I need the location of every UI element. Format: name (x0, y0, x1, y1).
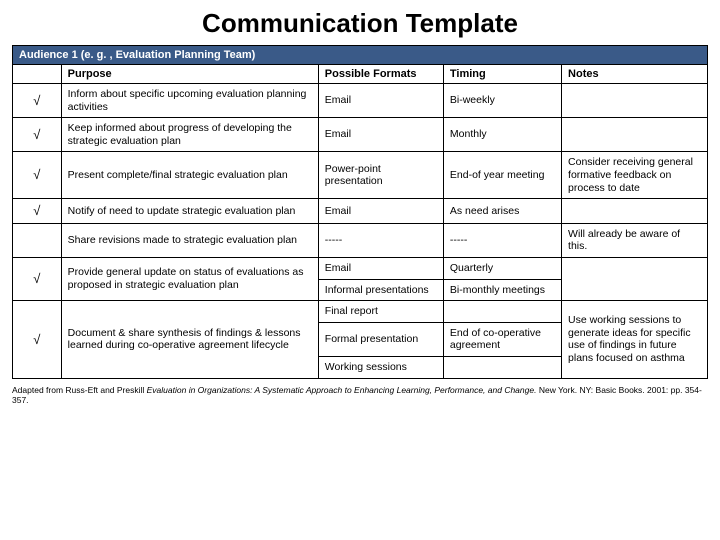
column-headers: Purpose Possible Formats Timing Notes (13, 65, 708, 84)
check-mark: √ (13, 199, 62, 224)
purpose-cell: Present complete/final strategic evaluat… (61, 152, 318, 199)
notes-cell: Consider receiving general formative fee… (562, 152, 708, 199)
table-row: √ Present complete/final strategic evalu… (13, 152, 708, 199)
audience-header: Audience 1 (e. g. , Evaluation Planning … (13, 46, 708, 65)
purpose-cell: Document & share synthesis of findings &… (61, 301, 318, 378)
formats-cell: Working sessions (318, 356, 443, 378)
col-purpose: Purpose (61, 65, 318, 84)
purpose-cell: Share revisions made to strategic evalua… (61, 223, 318, 257)
timing-cell: Quarterly (443, 257, 561, 279)
timing-cell: ----- (443, 223, 561, 257)
footnote-citation: Evaluation in Organizations: A Systemati… (147, 385, 537, 395)
table-row: √ Provide general update on status of ev… (13, 257, 708, 279)
formats-cell: Email (318, 118, 443, 152)
audience-label: Audience 1 (e. g. , Evaluation Planning … (13, 46, 708, 65)
timing-cell (443, 356, 561, 378)
formats-cell: Formal presentation (318, 322, 443, 356)
check-mark: √ (13, 118, 62, 152)
timing-cell: Bi-monthly meetings (443, 279, 561, 301)
timing-cell: End of co-operative agreement (443, 322, 561, 356)
timing-cell: Bi-weekly (443, 84, 561, 118)
col-formats: Possible Formats (318, 65, 443, 84)
formats-cell: Email (318, 84, 443, 118)
purpose-cell: Provide general update on status of eval… (61, 257, 318, 300)
notes-cell: Will already be aware of this. (562, 223, 708, 257)
purpose-cell: Inform about specific upcoming evaluatio… (61, 84, 318, 118)
communication-table: Audience 1 (e. g. , Evaluation Planning … (12, 45, 708, 379)
check-mark: √ (13, 257, 62, 300)
formats-cell: Final report (318, 301, 443, 323)
formats-cell: ----- (318, 223, 443, 257)
formats-cell: Email (318, 257, 443, 279)
timing-cell: End-of year meeting (443, 152, 561, 199)
notes-cell: Use working sessions to generate ideas f… (562, 301, 708, 378)
page-title: Communication Template (12, 8, 708, 39)
formats-cell: Email (318, 199, 443, 224)
notes-cell (562, 199, 708, 224)
notes-cell (562, 257, 708, 300)
table-row: √ Document & share synthesis of findings… (13, 301, 708, 323)
table-row: √ Keep informed about progress of develo… (13, 118, 708, 152)
check-mark: √ (13, 152, 62, 199)
check-mark (13, 223, 62, 257)
formats-cell: Power-point presentation (318, 152, 443, 199)
col-timing: Timing (443, 65, 561, 84)
formats-cell: Informal presentations (318, 279, 443, 301)
col-notes: Notes (562, 65, 708, 84)
notes-cell (562, 118, 708, 152)
timing-cell: Monthly (443, 118, 561, 152)
check-mark: √ (13, 301, 62, 378)
purpose-cell: Keep informed about progress of developi… (61, 118, 318, 152)
col-check (13, 65, 62, 84)
check-mark: √ (13, 84, 62, 118)
timing-cell (443, 301, 561, 323)
table-row: √ Notify of need to update strategic eva… (13, 199, 708, 224)
footnote-prefix: Adapted from Russ-Eft and Preskill (12, 385, 147, 395)
timing-cell: As need arises (443, 199, 561, 224)
notes-cell (562, 84, 708, 118)
table-row: √ Inform about specific upcoming evaluat… (13, 84, 708, 118)
footnote: Adapted from Russ-Eft and Preskill Evalu… (12, 385, 708, 405)
purpose-cell: Notify of need to update strategic evalu… (61, 199, 318, 224)
table-row: Share revisions made to strategic evalua… (13, 223, 708, 257)
